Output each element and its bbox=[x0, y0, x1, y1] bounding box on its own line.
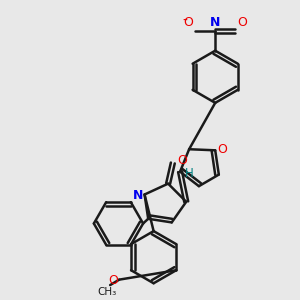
Text: O: O bbox=[237, 16, 247, 29]
Text: O: O bbox=[108, 274, 118, 287]
Text: O: O bbox=[177, 154, 187, 166]
Text: O: O bbox=[183, 16, 193, 29]
Text: H: H bbox=[185, 167, 194, 180]
Text: N: N bbox=[210, 16, 220, 29]
Text: -: - bbox=[183, 14, 188, 28]
Text: N: N bbox=[133, 189, 143, 202]
Text: O: O bbox=[217, 143, 227, 156]
Text: CH₃: CH₃ bbox=[97, 287, 116, 297]
